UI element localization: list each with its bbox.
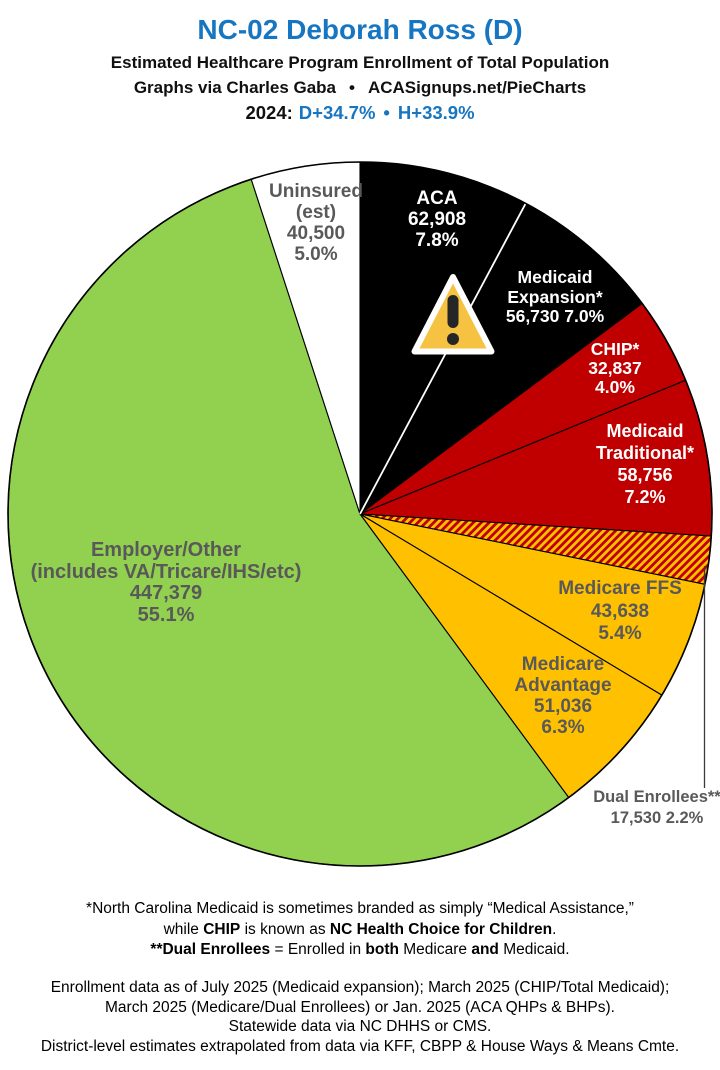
footnote-segment: Enrollment data as of July 2025 (Medicai… [50,979,670,996]
slice-label-medicaid-traditional: Medicaid Traditional* 58,756 7.2% [596,420,694,508]
dem-margin-value: D+34.7% [298,102,376,123]
slice-label-medicare-ffs: Medicare FFS 43,638 5.4% [558,578,682,646]
house-margin-value: H+33.9% [397,102,475,123]
footnote-segment: both [365,941,399,958]
slice-label-line: Expansion* [507,286,603,307]
slice-label-line: Medicare [521,654,605,675]
footnote-definitions: *North Carolina Medicaid is sometimes br… [0,899,720,961]
slice-label-aca: ACA 62,908 7.8% [408,188,466,251]
margin-year-label: 2024: [245,102,293,123]
slice-label-medicaid-expansion: Medicaid Expansion* 56,730 7.0% [505,267,605,327]
footnote-segment: March 2025 (Medicare/Dual Enrollees) or … [105,998,615,1016]
slice-label-line: 6.3% [541,717,585,738]
slice-label-line: 7.2% [624,487,666,507]
slice-label-medicare-advantage: Medicare Advantage 51,036 6.3% [514,654,611,738]
footnote-segment: Medicaid. [498,941,570,958]
footnote-segment: is known as [240,920,330,938]
footnote-line: *North Carolina Medicaid is sometimes br… [0,899,720,920]
bullet-icon: • [383,102,390,123]
footnote-line: **Dual Enrollees = Enrolled in both Medi… [0,940,720,961]
slice-label-line: 5.0% [294,244,338,265]
slice-label-line: 62,908 [407,209,467,230]
footnote-line: while CHIP is known as NC Health Choice … [0,920,720,941]
footnote-line: Statewide data via NC DHHS or CMS. [0,1017,720,1037]
slice-label-uninsured: Uninsured (est) 40,500 5.0% [269,181,363,265]
footnote-segment: Medicare [398,941,472,958]
warning-icon [411,274,495,355]
footnote-line: Enrollment data as of July 2025 (Medicai… [0,978,720,998]
slice-label-line: 43,638 [590,600,650,622]
page-subtitle: Estimated Healthcare Program Enrollment … [110,53,610,72]
slice-label-line: 55.1% [137,604,195,627]
footnote-segment: Statewide data via NC DHHS or CMS. [228,1018,492,1035]
footnote-segment: **Dual Enrollees [150,941,271,958]
slice-label-dual-enrollees: Dual Enrollees** 17,530 2.2% [593,787,720,829]
slice-label-line: 17,530 2.2% [610,809,704,827]
pie-rim [7,161,713,867]
footnote-segment: *North Carolina Medicaid is sometimes br… [86,900,634,917]
page-title: NC-02 Deborah Ross (D) [197,14,523,45]
slice-label-chip: CHIP* 32,837 4.0% [588,340,642,397]
slice-label-line: Uninsured [269,181,363,202]
slice-label-line: CHIP* [590,339,640,359]
slice-label-line: Employer/Other [90,539,242,561]
slice-label-line: 51,036 [533,696,593,717]
slice-label-line: Medicare FFS [558,578,682,599]
footnote-segment: = Enrolled in [270,941,366,958]
slice-label-line: 5.4% [598,623,642,644]
slice-label-line: (est) [295,202,337,223]
footnote-segment: District-level estimates extrapolated fr… [40,1037,680,1055]
slice-label-line: 32,837 [588,358,642,378]
slice-label-line: (includes VA/Tricare/IHS/etc) [30,560,302,583]
footnote-sources: Enrollment data as of July 2025 (Medicai… [0,978,720,1056]
credit-line: Graphs via Charles Gaba • ACASignups.net/P… [0,78,720,98]
slice-label-line: Advantage [514,675,612,696]
slice-label-line: Dual Enrollees** [593,788,720,806]
margins-line: 2024: D+34.7% • H+33.9% [0,102,720,124]
footnote-line: District-level estimates extrapolated fr… [0,1037,720,1057]
footnote-segment: CHIP [203,920,241,938]
footnote-segment: NC Health Choice for Children [329,920,553,938]
slice-label-line: 4.0% [595,377,635,397]
slice-separator-white [359,202,527,515]
slice-label-line: Traditional* [595,443,695,463]
footnote-segment: and [471,941,499,958]
slice-label-line: Medicaid [606,421,684,441]
footnote-segment: . [552,920,557,938]
slice-label-line: 7.8% [415,230,459,251]
footnote-segment: while [163,920,204,938]
credit-author: Graphs via Charles Gaba [133,78,337,97]
credit-site: ACASignups.net/PieCharts [367,78,587,97]
slice-label-line: Medicaid [517,267,593,287]
pie-chart [7,161,713,867]
footnote-line: March 2025 (Medicare/Dual Enrollees) or … [0,998,720,1018]
slice-label-employer-other: Employer/Other (includes VA/Tricare/IHS/… [30,539,302,627]
slice-label-line: 58,756 [617,465,673,485]
bullet-icon: • [349,78,355,97]
pie-slices [7,161,713,867]
slice-label-line: ACA [416,188,458,209]
slice-label-line: 447,379 [129,582,203,605]
slice-label-line: 56,730 7.0% [505,306,605,326]
slice-label-line: 40,500 [286,223,346,244]
